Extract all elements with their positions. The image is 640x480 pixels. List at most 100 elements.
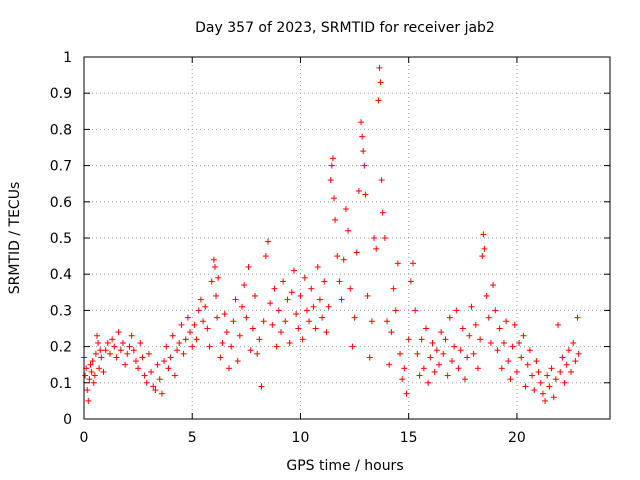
- data-point: [496, 325, 503, 332]
- data-point: [306, 318, 313, 325]
- data-point: [286, 339, 293, 346]
- data-point: [362, 191, 369, 198]
- data-point: [252, 292, 259, 299]
- data-point: [574, 314, 581, 321]
- data-point: [539, 390, 546, 397]
- data-point: [412, 307, 419, 314]
- data-point: [410, 260, 417, 267]
- data-point: [563, 361, 570, 368]
- y-tick-label: 0.5: [50, 231, 72, 247]
- data-point: [522, 383, 529, 390]
- data-point: [219, 339, 226, 346]
- data-point: [273, 343, 280, 350]
- x-tick-label: 15: [400, 430, 418, 446]
- data-point: [361, 162, 368, 169]
- data-point: [288, 289, 295, 296]
- data-point: [331, 195, 338, 202]
- data-point: [202, 303, 209, 310]
- data-point: [520, 332, 527, 339]
- data-point: [403, 390, 410, 397]
- data-point: [109, 336, 116, 343]
- data-point: [431, 368, 438, 375]
- data-point: [256, 336, 263, 343]
- data-point: [329, 155, 336, 162]
- data-point: [319, 314, 326, 321]
- data-point: [137, 339, 144, 346]
- data-point: [152, 387, 159, 394]
- data-point: [513, 368, 520, 375]
- data-point: [141, 372, 148, 379]
- data-point: [308, 285, 315, 292]
- data-point: [487, 339, 494, 346]
- data-point: [100, 368, 107, 375]
- data-point: [349, 343, 356, 350]
- data-point: [347, 285, 354, 292]
- data-point: [126, 343, 133, 350]
- data-point: [390, 285, 397, 292]
- data-point: [295, 325, 302, 332]
- x-tick-label: 20: [508, 430, 526, 446]
- data-point: [438, 329, 445, 336]
- data-point: [353, 249, 360, 256]
- data-point: [516, 339, 523, 346]
- x-tick-label: 0: [80, 430, 89, 446]
- y-tick-label: 0.4: [50, 267, 72, 283]
- data-point: [84, 387, 91, 394]
- data-point: [124, 350, 131, 357]
- data-point: [397, 350, 404, 357]
- data-point: [139, 354, 146, 361]
- data-point: [392, 307, 399, 314]
- data-point: [161, 358, 168, 365]
- data-point: [277, 329, 284, 336]
- data-point: [555, 321, 562, 328]
- data-point: [264, 238, 271, 245]
- data-point: [559, 354, 566, 361]
- data-point: [200, 318, 207, 325]
- data-point: [88, 368, 95, 375]
- data-point: [328, 162, 335, 169]
- data-point: [249, 325, 256, 332]
- data-point: [373, 245, 380, 252]
- data-point: [332, 216, 339, 223]
- data-point: [503, 318, 510, 325]
- data-point: [128, 332, 135, 339]
- data-point: [368, 318, 375, 325]
- data-point: [269, 321, 276, 328]
- data-point: [565, 347, 572, 354]
- data-point: [303, 307, 310, 314]
- data-point: [96, 365, 103, 372]
- data-point: [342, 206, 349, 213]
- data-point: [310, 303, 317, 310]
- data-point: [195, 307, 202, 314]
- data-point: [236, 332, 243, 339]
- data-point: [364, 292, 371, 299]
- data-point: [550, 394, 557, 401]
- data-point: [89, 358, 96, 365]
- data-point: [379, 209, 386, 216]
- data-point: [377, 79, 384, 86]
- data-point: [416, 372, 423, 379]
- data-point: [215, 274, 222, 281]
- data-point: [477, 336, 484, 343]
- data-point: [509, 343, 516, 350]
- y-axis-label: SRMTID / TECUs: [7, 182, 23, 295]
- data-point: [82, 372, 89, 379]
- data-point: [524, 361, 531, 368]
- data-point: [316, 296, 323, 303]
- data-point: [93, 332, 100, 339]
- data-point: [533, 358, 540, 365]
- data-point: [401, 365, 408, 372]
- data-point: [572, 358, 579, 365]
- data-point: [135, 365, 142, 372]
- y-tick-label: 0.6: [50, 195, 72, 211]
- data-point: [91, 372, 98, 379]
- data-point: [453, 307, 460, 314]
- data-point: [448, 358, 455, 365]
- data-point: [117, 347, 124, 354]
- data-point: [461, 376, 468, 383]
- data-point: [143, 379, 150, 386]
- data-point: [334, 253, 341, 260]
- data-point: [86, 376, 93, 383]
